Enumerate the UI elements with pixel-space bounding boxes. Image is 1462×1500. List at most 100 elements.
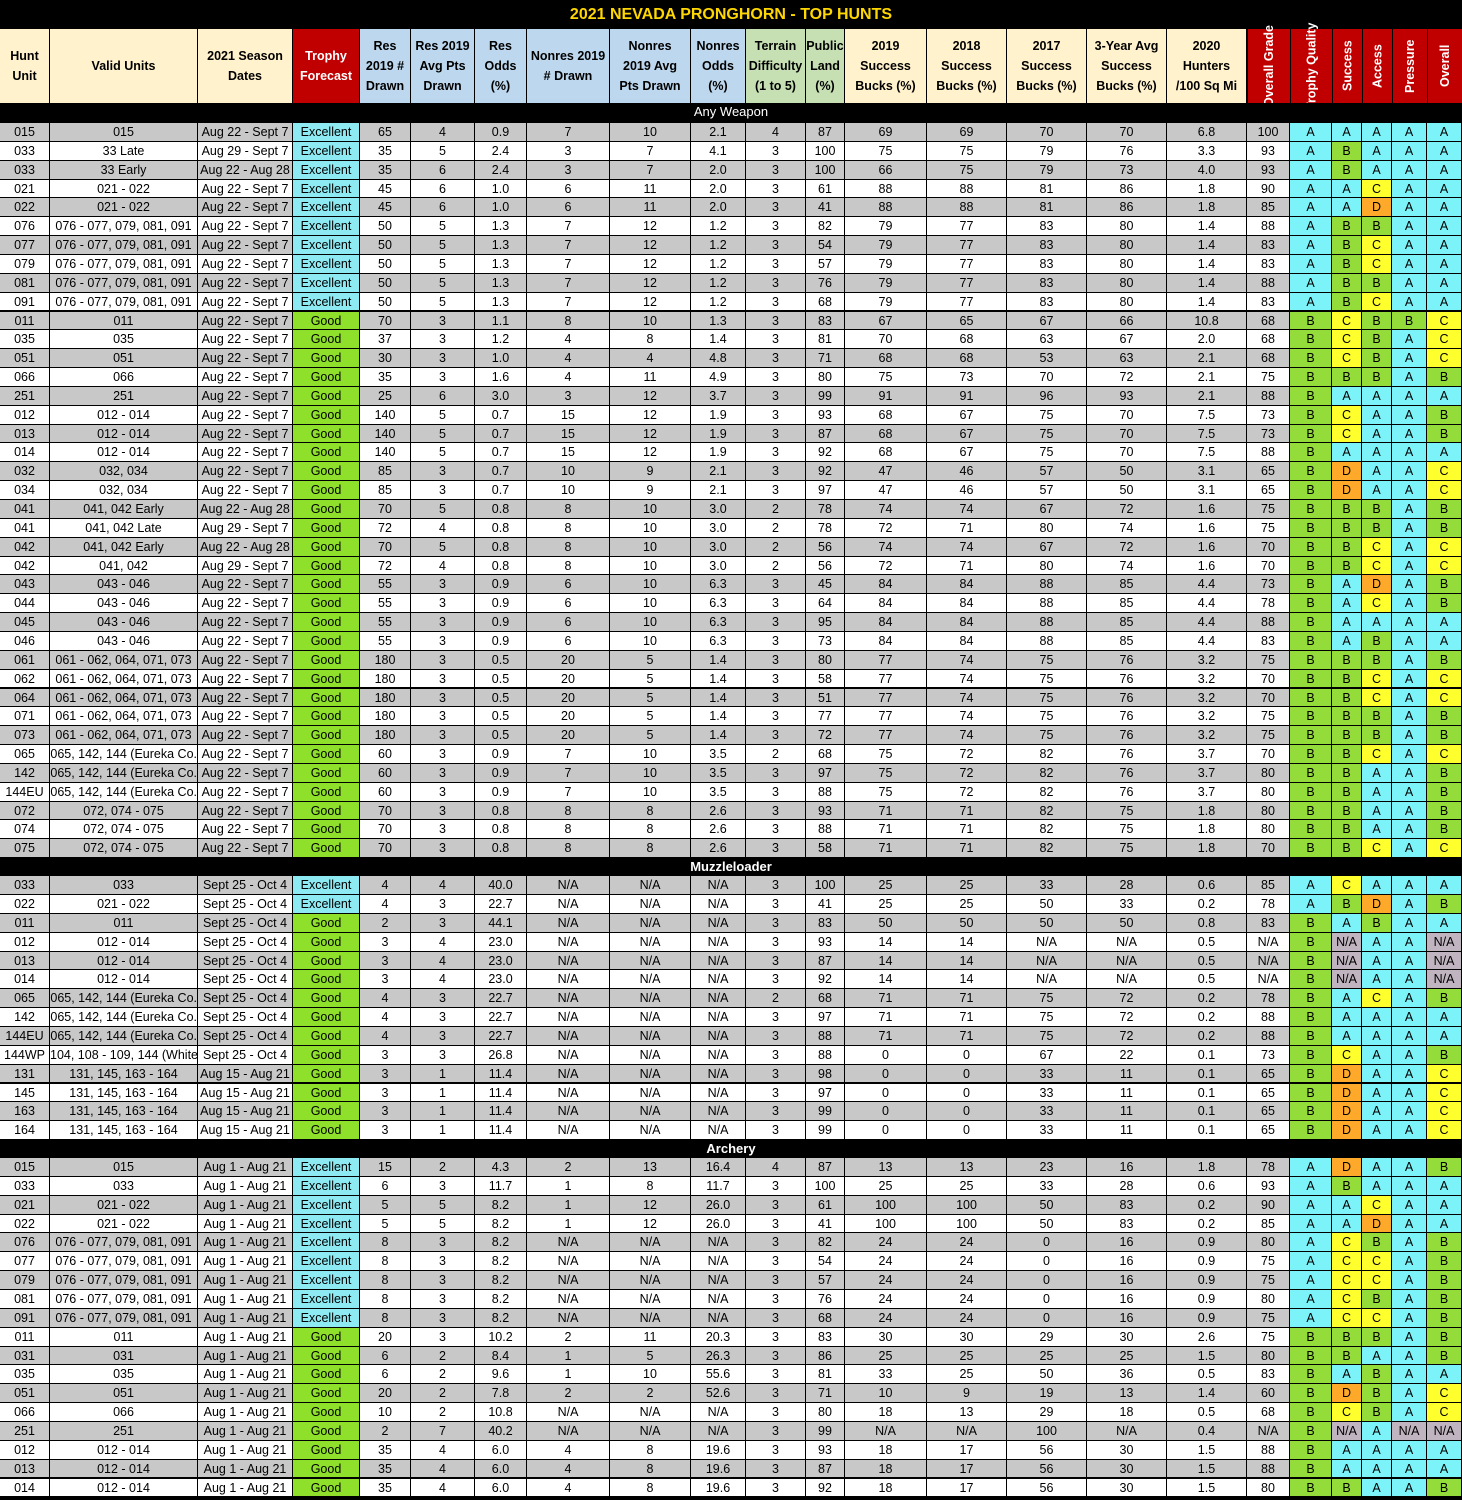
table-cell: 80 [1087,236,1167,254]
table-cell: Good [293,462,360,481]
table-cell: Excellent [293,123,360,141]
table-cell: 140 [360,443,411,462]
column-header: Res 2019 # Drawn [360,29,411,103]
table-cell: 015 [0,123,50,141]
table-cell: 50 [1007,1214,1087,1233]
table-cell: 8 [527,537,610,556]
table-row: 051 051 Aug 1 - Aug 21 Good 20 2 7.8 2 2 52.6 3 71 1… [0,1384,1462,1404]
table-cell: A [1427,273,1462,292]
table-cell: 33 [1007,1121,1087,1140]
table-cell: 076 - 077, 079, 081, 091 [50,1290,198,1308]
table-cell: B [1290,726,1332,745]
table-cell: 3 [746,1308,806,1327]
table-cell: N/A [610,1008,691,1026]
table-cell: C [1427,669,1462,688]
table-cell: 3 [360,1083,411,1102]
table-cell: Aug 22 - Sept 7 [198,631,293,650]
table-cell: B [1427,518,1462,537]
table-cell: N/A [527,1026,610,1045]
table-cell: 76 [1087,141,1167,160]
table-cell: N/A [610,895,691,913]
table-cell: 24 [927,1252,1007,1271]
table-cell: 251 [50,386,198,405]
table-cell: Aug 29 - Sept 7 [198,141,293,160]
table-cell: 15 [527,443,610,462]
table-cell: 75 [1247,726,1290,745]
table-cell: B [1332,518,1362,537]
table-cell: 65 [1247,1064,1290,1083]
table-cell: 60 [1247,1384,1290,1403]
table-cell: 100 [806,160,845,179]
table-cell: C [1332,405,1362,424]
table-cell: N/A [691,1233,746,1252]
table-cell: 10 [610,745,691,763]
table-cell: Aug 22 - Sept 7 [198,707,293,726]
table-cell: C [1427,1102,1462,1121]
table-cell: Sept 25 - Oct 4 [198,1008,293,1026]
table-cell: 131, 145, 163 - 164 [50,1102,198,1121]
table-cell: 6 [527,594,610,613]
table-cell: Excellent [293,179,360,198]
table-row: 045 043 - 046 Aug 22 - Sept 7 Good 55 3 0.9 6 10… [0,613,1462,632]
table-cell: A [1392,575,1427,594]
table-cell: 045 [0,613,50,631]
table-cell: B [1332,669,1362,688]
table-cell: 3.7 [1167,763,1247,782]
table-cell: 0.7 [475,424,527,443]
table-cell: 8.2 [475,1195,527,1214]
table-cell: 100 [845,1214,927,1233]
table-cell: 14 [845,932,927,951]
table-cell: Good [293,1346,360,1365]
table-cell: 73 [1247,405,1290,424]
table-cell: D [1362,198,1392,217]
table-cell: 16 [1087,1252,1167,1271]
table-cell: 1.3 [475,217,527,236]
table-cell: 100 [927,1195,1007,1214]
table-cell: 84 [845,631,927,650]
table-cell: 54 [806,236,845,254]
table-cell: 53 [1007,349,1087,368]
table-cell: B [1427,1271,1462,1289]
table-cell: Aug 22 - Sept 7 [198,839,293,858]
table-cell: 11.4 [475,1102,527,1121]
table-cell: 55.6 [691,1365,746,1384]
table-cell: A [1392,141,1427,160]
table-cell: A [1290,1176,1332,1195]
table-cell: A [1362,801,1392,820]
table-row: 145 131, 145, 163 - 164 Aug 15 - Aug 21 Goo… [0,1083,1462,1103]
table-cell: B [1290,613,1332,631]
table-cell: 72 [1087,1026,1167,1045]
table-cell: 5 [411,141,475,160]
table-cell: 3 [746,330,806,349]
table-row: 035 035 Aug 22 - Sept 7 Good 37 3 1.2 4 8 1.4 3 81 7… [0,330,1462,350]
table-cell: A [1290,1290,1332,1308]
table-cell: 064 [0,688,50,707]
table-cell: 55 [360,613,411,631]
table-cell: Good [293,1478,360,1497]
table-cell: 3 [746,763,806,782]
table-cell: B [1290,1478,1332,1497]
table-cell: 0.5 [1167,1403,1247,1421]
table-cell: 3 [411,368,475,386]
table-cell: 71 [927,518,1007,537]
table-cell: B [1362,518,1392,537]
table-cell: 75 [1087,801,1167,820]
table-cell: A [1392,1327,1427,1346]
table-cell: B [1362,273,1392,292]
table-cell: 4 [527,349,610,368]
table-cell: 50 [1007,1195,1087,1214]
table-cell: 3 [746,311,806,330]
table-cell: 10 [610,613,691,631]
table-cell: Excellent [293,1195,360,1214]
table-cell: N/A [610,989,691,1008]
table-cell: 33 [1087,895,1167,913]
table-cell: 85 [1247,1214,1290,1233]
table-cell: 2.0 [691,160,746,179]
table-cell: B [1290,989,1332,1008]
table-cell: 4 [527,1478,610,1497]
table-cell: 72 [1087,1008,1167,1026]
table-cell: B [1290,1102,1332,1121]
table-cell: 3 [746,669,806,688]
table-cell: 3 [411,707,475,726]
table-cell: 86 [1087,179,1167,198]
